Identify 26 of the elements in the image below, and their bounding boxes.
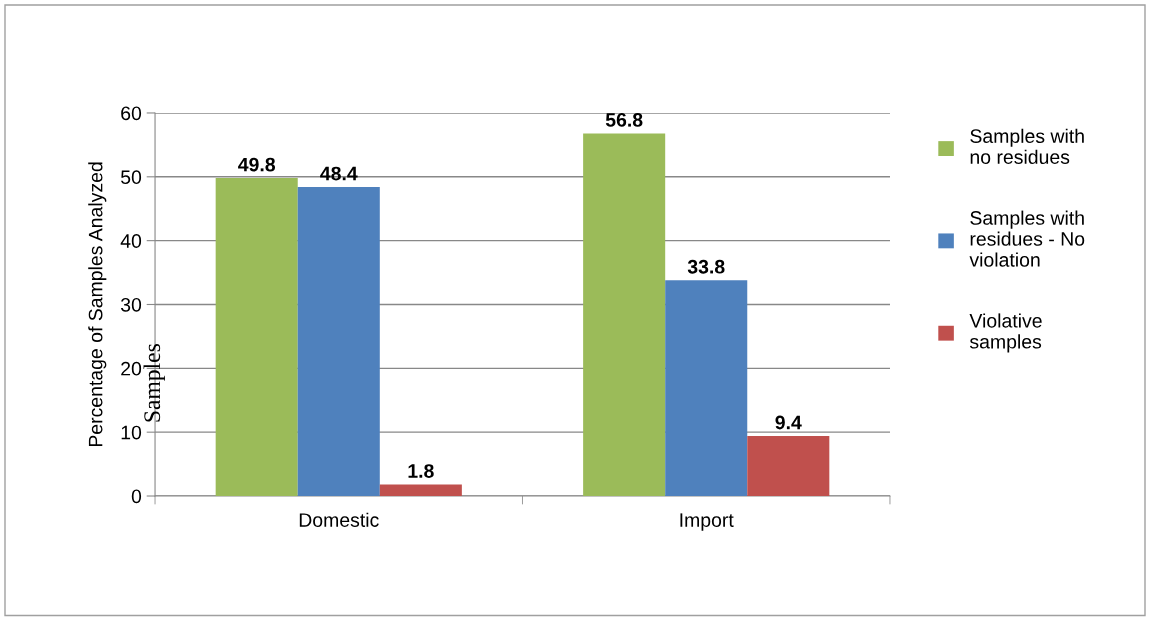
bar bbox=[215, 178, 298, 497]
x-tick-label: Import bbox=[680, 513, 734, 531]
bar bbox=[379, 484, 462, 497]
legend-label: Samples with residues - No violation bbox=[969, 210, 1085, 267]
y-tick-label: 50 bbox=[121, 170, 142, 185]
y-tick-label: 20 bbox=[121, 361, 142, 376]
data-label: 48.4 bbox=[320, 166, 358, 181]
y-tick-label: 10 bbox=[121, 425, 142, 440]
legend-label: Samples with no residues bbox=[970, 128, 1084, 164]
annotation: Samples bbox=[143, 344, 165, 422]
data-label: 56.8 bbox=[605, 113, 643, 127]
y-axis-title: Percentage of Samples Analyzed bbox=[88, 162, 107, 447]
y-tick-label: 30 bbox=[120, 297, 142, 312]
x-tick-label: Domestic bbox=[299, 512, 379, 527]
legend-label: Violative samples bbox=[969, 313, 1042, 353]
bar bbox=[665, 280, 748, 497]
bar bbox=[583, 133, 666, 497]
bar bbox=[747, 436, 830, 497]
bar bbox=[297, 187, 380, 497]
data-label: 33.8 bbox=[687, 259, 725, 274]
data-label: 1.8 bbox=[408, 464, 434, 478]
y-tick-label: 0 bbox=[131, 489, 142, 504]
data-label: 9.4 bbox=[775, 415, 802, 430]
y-tick-label: 40 bbox=[120, 234, 142, 248]
data-label: 49.8 bbox=[238, 157, 276, 172]
y-tick-label: 60 bbox=[121, 106, 142, 121]
